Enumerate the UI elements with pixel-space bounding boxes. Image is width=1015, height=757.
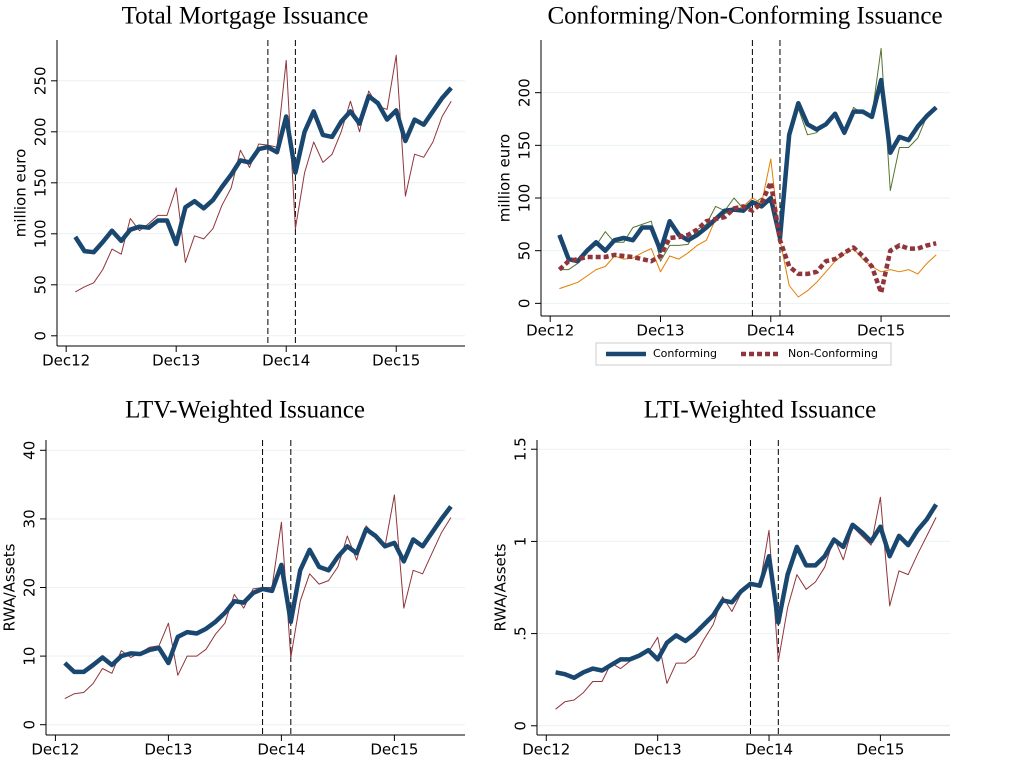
x-tick-label: Dec12 [42, 352, 90, 370]
y-tick-label: 200 [516, 78, 534, 107]
y-tick-label: .5 [512, 626, 530, 640]
y-tick-label: 0 [21, 720, 39, 730]
x-tick-label: Dec12 [526, 322, 574, 340]
legend-box [595, 342, 892, 366]
x-tick-label: Dec15 [372, 352, 420, 370]
series-line [73, 86, 453, 255]
series-line [75, 54, 452, 293]
x-tick-label: Dec15 [857, 322, 905, 340]
y-tick-label: 0 [512, 721, 530, 731]
panel: LTI-Weighted Issuance RWA/Assets 0 .5 1 1.5 De… [492, 397, 950, 757]
x-tick-label: Dec14 [257, 741, 305, 757]
y-tick-label: 20 [21, 578, 39, 597]
y-tick-label: 30 [21, 509, 39, 528]
y-axis-label: million euro [12, 149, 30, 237]
y-tick-label: 250 [32, 66, 50, 95]
panel: LTV-Weighted Issuance RWA/Assets 0 10 20 30 40… [1, 397, 465, 757]
y-tick-label: 50 [516, 241, 534, 260]
x-tick-label: Dec14 [745, 741, 793, 757]
y-tick-label: 150 [32, 168, 50, 197]
legend-label: Non-Conforming [788, 347, 878, 360]
y-axis-label: RWA/Assets [492, 543, 510, 631]
series-line [557, 77, 938, 264]
x-tick-label: Dec12 [522, 741, 570, 757]
y-tick-label: 200 [32, 117, 50, 146]
series-line [559, 158, 937, 298]
x-tick-label: Dec13 [636, 322, 684, 340]
x-tick-label: Dec13 [144, 741, 192, 757]
x-tick-label: Dec13 [634, 741, 682, 757]
series-line [64, 494, 452, 700]
y-tick-label: 0 [32, 331, 50, 341]
panel-title: LTI-Weighted Issuance [644, 397, 876, 424]
panel-title: Total Mortgage Issuance [122, 3, 369, 30]
y-tick-label: 10 [21, 647, 39, 666]
x-tick-label: Dec15 [856, 741, 904, 757]
x-tick-label: Dec15 [370, 741, 418, 757]
y-tick-label: 100 [516, 184, 534, 213]
series-line [557, 179, 937, 296]
panel-title: Conforming/Non-Conforming Issuance [547, 3, 942, 30]
y-tick-label: 150 [516, 131, 534, 160]
x-tick-label: Dec12 [31, 741, 79, 757]
x-tick-label: Dec14 [262, 352, 310, 370]
y-tick-label: 1 [512, 537, 530, 547]
y-tick-label: 100 [32, 219, 50, 248]
series-line [63, 505, 453, 675]
y-tick-label: 1.5 [512, 437, 530, 461]
panel-title: LTV-Weighted Issuance [125, 397, 365, 424]
x-tick-label: Dec14 [747, 322, 795, 340]
y-axis-label: million euro [496, 134, 514, 222]
x-tick-label: Dec13 [152, 352, 200, 370]
panel: Total Mortgage Issuance million euro 0 50 10… [12, 3, 465, 370]
panel: Conforming/Non-Conforming Issuance millio… [496, 3, 950, 366]
y-tick-label: 40 [21, 441, 39, 460]
legend-label: Conforming [653, 347, 717, 360]
y-tick-label: 0 [516, 299, 534, 309]
y-axis-label: RWA/Assets [1, 543, 19, 631]
y-tick-label: 50 [32, 275, 50, 294]
series-line [555, 503, 939, 681]
